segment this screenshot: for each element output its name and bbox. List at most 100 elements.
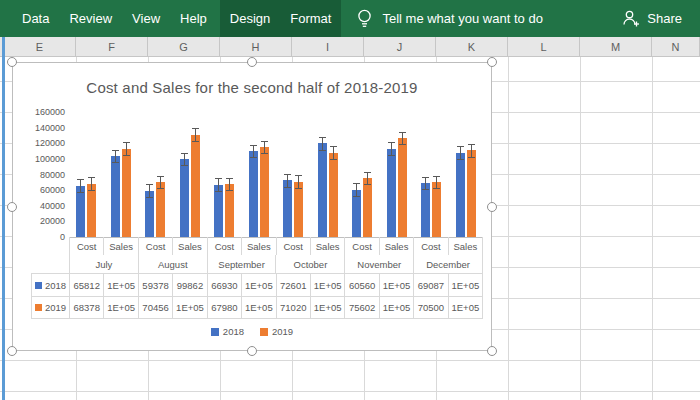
error-bar-cap [250, 145, 257, 146]
bar-2019-4[interactable] [225, 184, 234, 237]
column-header-n[interactable]: N [652, 37, 700, 56]
table-cell: 1E+05 [104, 297, 138, 318]
table-row-header: 2018 [32, 274, 70, 296]
bar-2018-9[interactable] [387, 149, 396, 237]
tab-view[interactable]: View [122, 0, 170, 37]
tab-review[interactable]: Review [59, 0, 122, 37]
x-label-cell: Cost [277, 237, 311, 255]
error-bar-cap [215, 178, 222, 179]
bar-2019-5[interactable] [260, 147, 269, 237]
legend-item-2018[interactable]: 2018 [211, 326, 244, 337]
bar-2019-9[interactable] [398, 138, 407, 237]
bar-2019-8[interactable] [363, 178, 372, 237]
chart-resize-handle-bottom-center[interactable] [247, 346, 257, 356]
table-cell: 1E+05 [449, 297, 483, 318]
chart-title[interactable]: Cost and Sales for the second half of 20… [13, 79, 491, 96]
table-cell: 65812 [70, 274, 104, 296]
share-button[interactable]: Share [622, 9, 682, 28]
chart-resize-handle-top-right[interactable] [487, 57, 497, 67]
chart-resize-handle-mid-left[interactable] [7, 202, 17, 212]
error-bar-cap [284, 187, 291, 188]
error-bar [126, 142, 127, 155]
bar-2019-7[interactable] [329, 153, 338, 237]
error-bar [253, 145, 254, 158]
column-header-m[interactable]: M [580, 37, 652, 56]
table-cell: 75602 [345, 297, 379, 318]
y-axis-label: 0 [13, 232, 65, 242]
column-header-h[interactable]: H [220, 37, 292, 56]
chart-resize-handle-mid-right[interactable] [487, 202, 497, 212]
column-header-f[interactable]: F [76, 37, 148, 56]
column-header-l[interactable]: L [508, 37, 580, 56]
x-label-cell: Cost [345, 237, 379, 255]
month-label-cell: December [414, 255, 483, 273]
bar-2019-11[interactable] [467, 150, 476, 237]
bar-2018-5[interactable] [249, 151, 258, 237]
table-cell: 71020 [277, 297, 311, 318]
column-header-j[interactable]: J [364, 37, 436, 56]
chart[interactable]: Cost and Sales for the second half of 20… [12, 62, 492, 351]
tell-me-box[interactable]: Tell me what you want to do [356, 8, 542, 30]
error-bar-cap [468, 144, 475, 145]
table-cell: 1E+05 [242, 297, 276, 318]
error-bar [298, 175, 299, 188]
month-label-cell: August [139, 255, 208, 273]
error-bar [425, 177, 426, 190]
error-bar-cap [123, 155, 130, 156]
legend-swatch [260, 328, 268, 336]
table-row-2019: 2019683781E+05704561E+05679801E+05710201… [31, 296, 483, 319]
column-header-i[interactable]: I [292, 37, 364, 56]
bar-2018-7[interactable] [318, 143, 327, 237]
bar-2018-1[interactable] [111, 156, 120, 237]
error-bar-cap [157, 188, 164, 189]
chart-resize-handle-bottom-left[interactable] [7, 346, 17, 356]
bar-2018-11[interactable] [456, 153, 465, 237]
tab-data[interactable]: Data [12, 0, 59, 37]
y-axis-label: 80000 [13, 170, 65, 180]
error-bar-cap [112, 162, 119, 163]
error-bar-cap [88, 177, 95, 178]
table-cell: 1E+05 [173, 297, 207, 318]
tab-design[interactable]: Design [220, 0, 280, 37]
table-row-header: 2019 [32, 297, 70, 318]
y-axis-label: 160000 [13, 107, 65, 117]
column-header-e[interactable]: E [4, 37, 76, 56]
legend-item-2019[interactable]: 2019 [260, 326, 293, 337]
x-label-cell: Sales [104, 237, 138, 255]
column-header-k[interactable]: K [436, 37, 508, 56]
error-bar [149, 184, 150, 197]
error-bar-cap [181, 165, 188, 166]
column-header-g[interactable]: G [148, 37, 220, 56]
table-cell: 72601 [277, 274, 311, 296]
x-label-cell: Sales [242, 237, 276, 255]
tab-help[interactable]: Help [170, 0, 217, 37]
bar-2018-6[interactable] [283, 180, 292, 237]
bar-2019-6[interactable] [294, 182, 303, 237]
bar-2019-0[interactable] [87, 184, 96, 237]
bar-2019-3[interactable] [191, 135, 200, 237]
table-row-header-label: 2018 [45, 280, 66, 291]
share-label: Share [647, 11, 682, 26]
bar-2019-2[interactable] [156, 182, 165, 237]
chart-resize-handle-top-center[interactable] [247, 57, 257, 67]
bar-2018-3[interactable] [180, 159, 189, 237]
bar-2018-4[interactable] [214, 185, 223, 237]
error-bar [402, 132, 403, 145]
chart-resize-handle-bottom-right[interactable] [487, 346, 497, 356]
tab-format[interactable]: Format [280, 0, 341, 37]
error-bar-cap [112, 150, 119, 151]
error-bar-cap [215, 191, 222, 192]
y-axis-label: 20000 [13, 216, 65, 226]
bar-2018-0[interactable] [76, 186, 85, 237]
table-cell: 66930 [208, 274, 242, 296]
bar-2018-10[interactable] [421, 183, 430, 237]
y-axis-label: 100000 [13, 154, 65, 164]
error-bar [91, 177, 92, 190]
x-label-cell: Sales [311, 237, 345, 255]
error-bar-cap [123, 142, 130, 143]
error-bar-cap [295, 188, 302, 189]
chart-resize-handle-top-left[interactable] [7, 57, 17, 67]
bar-2019-10[interactable] [432, 182, 441, 237]
bar-2019-1[interactable] [122, 149, 131, 237]
month-label-cell: July [70, 255, 139, 273]
